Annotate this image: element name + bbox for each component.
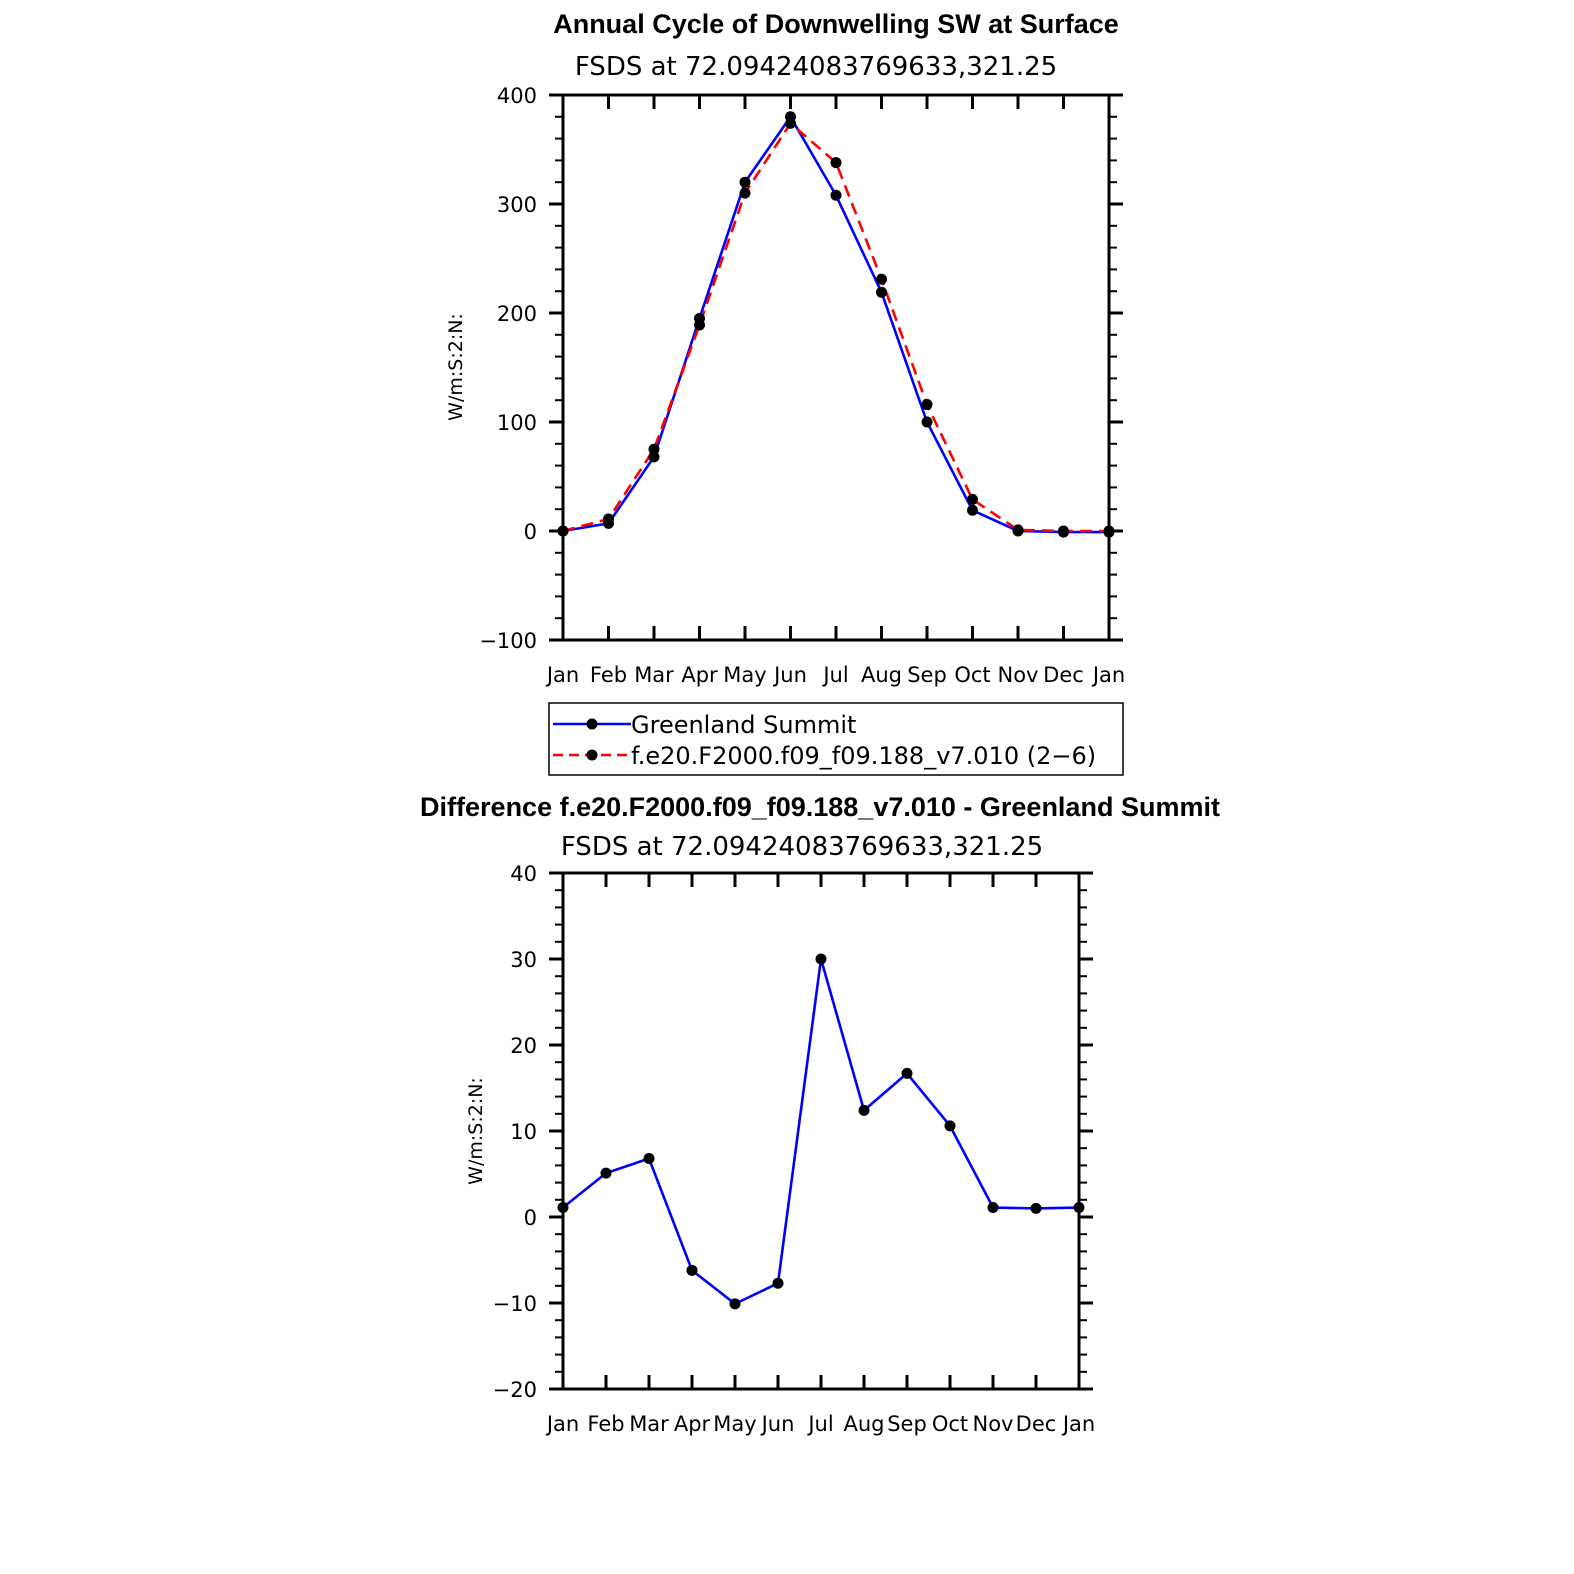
y-tick-label: −100 xyxy=(479,629,537,653)
data-point-series-0 xyxy=(830,189,842,201)
x-tick-label: May xyxy=(713,1412,756,1436)
data-point-series-0 xyxy=(729,1298,741,1310)
series-line-0 xyxy=(562,957,1080,1306)
legend-box xyxy=(548,702,1124,776)
y-tick-label: 300 xyxy=(497,193,537,217)
legend-marker-greenland-summit xyxy=(586,718,598,730)
y-tick-label: 0 xyxy=(524,520,537,544)
y-tick-label: 20 xyxy=(510,1034,537,1058)
x-tick-label: Feb xyxy=(590,663,627,687)
x-tick-label: Dec xyxy=(1016,1412,1057,1436)
series-line-0 xyxy=(562,115,1109,534)
data-point-series-1 xyxy=(739,187,751,199)
data-point-series-0 xyxy=(772,1277,784,1289)
y-tick-label: 0 xyxy=(524,1206,537,1230)
legend-label-model: f.e20.F2000.f09_f09.188_v7.010 (2−6) xyxy=(631,742,1096,770)
y-axis-label: W/m:S:2:N: xyxy=(445,313,467,421)
x-tick-label: Jan xyxy=(1091,663,1125,687)
plot-frame xyxy=(561,871,1081,1391)
data-point-series-1 xyxy=(648,443,660,455)
x-tick-label: Nov xyxy=(973,1412,1014,1436)
x-tick-label: Jul xyxy=(821,663,848,687)
x-tick-label: Jun xyxy=(772,663,807,687)
x-tick-label: Dec xyxy=(1043,663,1084,687)
data-point-series-0 xyxy=(648,451,660,463)
data-point-series-0 xyxy=(987,1202,999,1214)
data-point-series-1 xyxy=(921,399,933,411)
difference-y-axis-label: W/m:S:2:N: xyxy=(465,1077,487,1185)
x-tick-label: Feb xyxy=(587,1412,624,1436)
y-tick-label: 400 xyxy=(497,84,537,108)
data-point-series-0 xyxy=(1073,1202,1085,1214)
annual-cycle-plot: −100 0 100 200 300 400 Jan Feb Mar Apr May Jun Jul Au… xyxy=(479,84,1125,687)
y-tick-label: −10 xyxy=(493,1292,537,1316)
x-tick-label: Oct xyxy=(932,1412,968,1436)
chart-title: Annual Cycle of Downwelling SW at Surfac… xyxy=(553,9,1119,39)
x-tick-label: Mar xyxy=(629,1412,669,1436)
data-point-series-1 xyxy=(967,493,978,505)
x-tick-label: Jan xyxy=(1061,1412,1095,1436)
data-point-series-0 xyxy=(815,953,827,965)
data-point-series-0 xyxy=(901,1067,913,1079)
x-tick-label: May xyxy=(723,663,766,687)
legend: Greenland Summit f.e20.F2000.f09_f09.188… xyxy=(548,702,1124,776)
data-point-series-0 xyxy=(557,1202,569,1214)
data-point-series-0 xyxy=(643,1153,655,1165)
data-point-series-0 xyxy=(1030,1202,1042,1214)
plot-frame xyxy=(561,93,1111,642)
data-point-series-0 xyxy=(739,176,751,188)
x-tick-label: Sep xyxy=(887,1412,927,1436)
data-point-series-0 xyxy=(967,504,978,516)
y-tick-label: 200 xyxy=(497,302,537,326)
legend-label-greenland-summit: Greenland Summit xyxy=(631,711,856,739)
legend-marker-model xyxy=(586,749,598,761)
data-point-series-1 xyxy=(694,319,705,331)
x-tick-label: Jan xyxy=(545,663,579,687)
x-tick-label: Oct xyxy=(954,663,990,687)
x-tick-label: Jun xyxy=(760,1412,795,1436)
x-tick-label: Mar xyxy=(634,663,674,687)
y-tick-label: 100 xyxy=(497,411,537,435)
difference-chart-title: Difference f.e20.F2000.f09_f09.188_v7.01… xyxy=(420,792,1220,822)
data-point-series-1 xyxy=(1103,525,1115,537)
data-point-series-1 xyxy=(1058,525,1069,537)
data-point-series-0 xyxy=(944,1120,956,1132)
data-point-series-1 xyxy=(557,525,569,537)
data-point-series-0 xyxy=(858,1104,870,1116)
x-tick-label: Nov xyxy=(998,663,1039,687)
x-tick-label: Aug xyxy=(843,1412,884,1436)
data-point-series-0 xyxy=(921,416,933,428)
x-tick-label: Aug xyxy=(861,663,902,687)
data-point-series-0 xyxy=(686,1264,698,1276)
difference-plot: −20 −10 0 10 20 30 40 Jan Feb Mar Apr May Jun Jul Aug S… xyxy=(493,862,1096,1436)
chart-subtitle: FSDS at 72.09424083769633,321.25 xyxy=(575,52,1057,82)
x-tick-label: Apr xyxy=(681,663,718,687)
x-tick-label: Apr xyxy=(674,1412,711,1436)
data-point-series-1 xyxy=(876,273,887,285)
data-point-series-1 xyxy=(1012,524,1024,536)
data-point-series-1 xyxy=(785,117,796,129)
y-tick-label: 40 xyxy=(510,862,537,886)
y-tick-label: −20 xyxy=(493,1378,537,1402)
data-point-series-1 xyxy=(830,157,842,169)
data-point-series-0 xyxy=(600,1167,612,1179)
data-point-series-1 xyxy=(603,513,614,525)
x-tick-label: Sep xyxy=(907,663,947,687)
data-point-series-0 xyxy=(876,286,887,298)
x-tick-label: Jul xyxy=(806,1412,833,1436)
difference-chart-subtitle: FSDS at 72.09424083769633,321.25 xyxy=(561,832,1043,862)
y-tick-label: 10 xyxy=(510,1120,537,1144)
x-tick-label: Jan xyxy=(545,1412,579,1436)
y-tick-label: 30 xyxy=(510,948,537,972)
